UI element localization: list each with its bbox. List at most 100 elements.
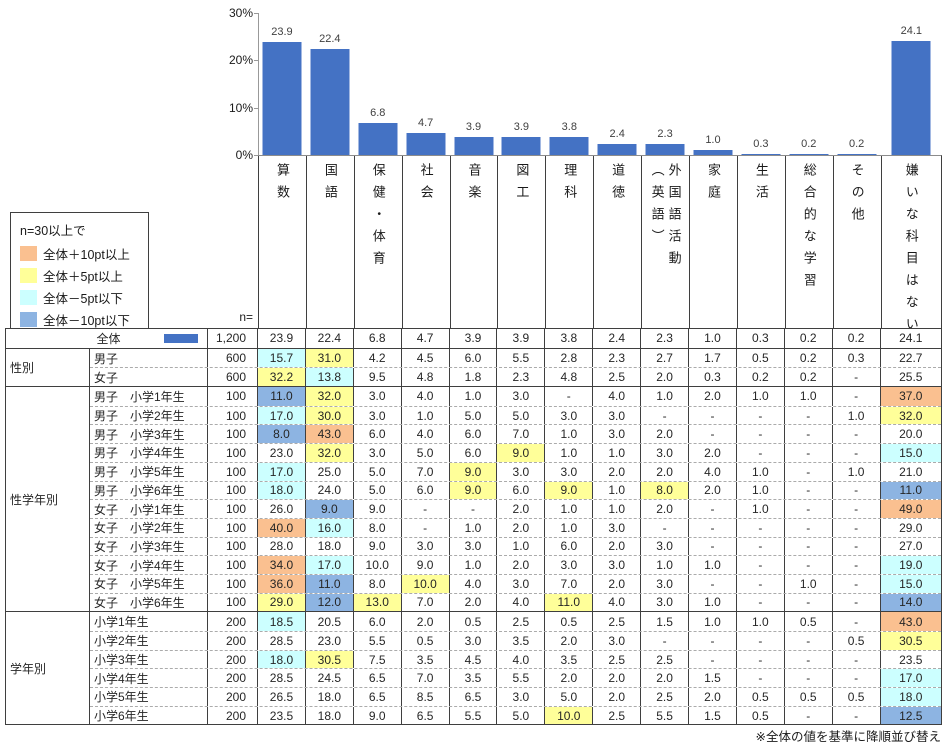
table-cell: 32.2 — [258, 368, 306, 387]
table-cell: - — [689, 650, 737, 669]
table-cell: 0.2 — [737, 368, 785, 387]
chart-bar-value-label: 0.2 — [801, 138, 817, 150]
table-cell: 7.0 — [497, 425, 546, 444]
table-cell: 2.0 — [402, 612, 450, 631]
table-cell: - — [785, 406, 833, 425]
category-header-cell: 外国語活動 （英語） — [641, 156, 689, 339]
overall-label: 全体 — [96, 331, 121, 346]
table-cell: 0.5 — [737, 706, 785, 725]
table-cell: - — [737, 669, 785, 688]
legend-item: 全体－10pt以下 — [20, 310, 144, 329]
table-cell: 1.0 — [450, 518, 498, 537]
table-cell: 1.0 — [593, 444, 642, 462]
table-cell: 28.5 — [258, 669, 306, 688]
chart-bar-cell: 3.9 — [450, 13, 498, 155]
table-cell: 2.5 — [641, 688, 690, 706]
table-cell: 2.5 — [497, 612, 546, 631]
chart-bar-value-label: 0.3 — [753, 137, 769, 150]
row-name-cell: 小学4年生 — [90, 669, 208, 688]
table-cell: - — [833, 612, 881, 631]
table-cell: - — [737, 444, 785, 462]
table-row: 女子 小学4年生 100 34.0 17.0 10.0 9.0 1.0 2.0 3.0 3.0 1.… — [90, 555, 941, 574]
table-cell: - — [785, 500, 833, 518]
table-cell: 2.0 — [689, 444, 737, 462]
chart-bar — [837, 154, 877, 155]
table-cell: 2.0 — [545, 669, 594, 688]
chart-bar-cell: 1.0 — [689, 13, 737, 155]
group-label-cell: 学年別 — [6, 612, 90, 725]
table-cell: 1.7 — [689, 348, 737, 368]
table-cell: 4.5 — [402, 348, 450, 368]
legend-item-label: 全体－10pt以下 — [43, 314, 130, 328]
table-cell: 1.8 — [450, 368, 498, 387]
table-cell: - — [833, 556, 881, 574]
table-cell: - — [689, 518, 737, 537]
row-name-cell: 男子 — [90, 348, 208, 368]
table-cell: 6.5 — [354, 669, 402, 688]
table-cell: 4.0 — [593, 593, 642, 612]
table-cell: 0.3 — [689, 368, 737, 387]
table-cell: 37.0 — [880, 387, 941, 406]
table-cell: 8.5 — [402, 688, 450, 706]
table-group: 学年別 小学1年生 200 18.5 20.5 6.0 2.0 0.5 2.5 0.5 2.5 1.5… — [6, 611, 941, 725]
table-cell: 15.0 — [880, 444, 941, 462]
table-cell: 12.5 — [880, 706, 941, 725]
table-cell: 0.3 — [737, 329, 785, 348]
table-cell: 1.0 — [737, 462, 785, 481]
table-row: 女子 小学3年生 100 28.0 18.0 9.0 3.0 3.0 1.0 6.0 2.0 3.0… — [90, 536, 941, 556]
n-cell: 200 — [208, 706, 258, 725]
table-cell: - — [737, 518, 785, 537]
table-cell: 2.0 — [450, 593, 498, 612]
table-cell: 4.0 — [497, 650, 546, 669]
chart-bar-value-label: 22.4 — [319, 32, 341, 45]
table-cell: 3.0 — [354, 387, 402, 406]
table-cell: 3.0 — [641, 593, 690, 612]
table-cell: 9.0 — [497, 444, 546, 462]
row-name-cell: 男子 小学3年生 — [90, 425, 208, 444]
row-name-cell: 女子 — [90, 368, 208, 387]
table-cell: 1.0 — [450, 387, 498, 406]
category-header-cell: 理科 — [545, 156, 593, 339]
table-cell: 8.0 — [354, 518, 402, 537]
table-cell: 1.5 — [641, 612, 690, 631]
table-cell: 1.0 — [833, 406, 881, 425]
chart-bar-cell: 22.4 — [306, 13, 354, 155]
table-cell: - — [785, 632, 833, 650]
table-cell: 16.0 — [305, 518, 354, 537]
y-axis-tick — [254, 107, 258, 109]
row-name-cell: 男子 小学6年生 — [90, 481, 208, 500]
chart-bar-value-label: 24.1 — [900, 24, 922, 37]
table-cell: 32.0 — [880, 406, 941, 425]
table-cell: - — [737, 425, 785, 444]
table-cell: 26.0 — [258, 500, 306, 518]
category-label: 音楽 — [466, 163, 482, 207]
table-cell: - — [833, 706, 881, 725]
table-cell: 7.0 — [402, 593, 450, 612]
table-cell: 11.0 — [880, 481, 941, 500]
table-cell: 23.0 — [306, 632, 354, 650]
table-cell: - — [737, 574, 785, 593]
table-cell: - — [785, 444, 833, 462]
table-cell: 2.0 — [497, 556, 546, 574]
row-name-cell: 全体 — [6, 329, 208, 348]
table-cell: - — [545, 387, 594, 406]
chart-bar-cell: 0.3 — [737, 13, 785, 155]
table-cell: 0.5 — [737, 348, 785, 368]
table-row: 女子 小学5年生 100 36.0 11.0 8.0 10.0 4.0 3.0 7.0 2.0 3.… — [90, 573, 941, 593]
table-cell: 0.5 — [785, 612, 833, 631]
table-cell: 11.0 — [545, 593, 594, 612]
table-cell: 3.0 — [545, 406, 594, 425]
category-header-cell: その他 — [832, 156, 881, 339]
category-label: 家庭 — [705, 163, 721, 207]
chart-bar-cell: 3.8 — [545, 13, 593, 155]
table-cell: 2.3 — [593, 348, 642, 368]
chart-bar — [454, 136, 493, 155]
row-name-cell: 小学3年生 — [90, 650, 208, 669]
table-cell: 1.5 — [689, 669, 737, 688]
table-cell: 5.5 — [450, 706, 498, 725]
category-label: その他 — [849, 163, 865, 229]
n-cell: 200 — [208, 650, 258, 669]
table-cell: 5.5 — [497, 669, 546, 688]
table-cell: 1.0 — [641, 556, 690, 574]
table-cell: - — [833, 387, 881, 406]
